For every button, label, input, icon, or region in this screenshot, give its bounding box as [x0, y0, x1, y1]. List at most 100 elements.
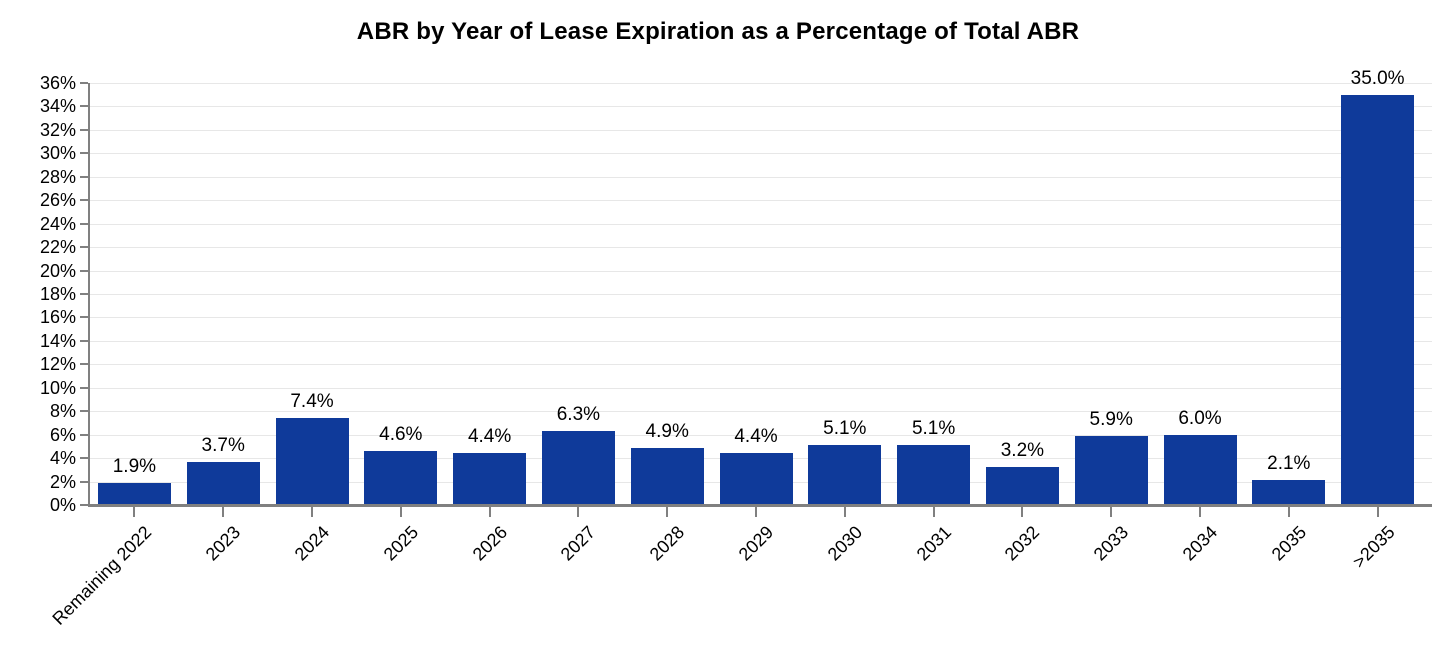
x-axis-label: 2027	[557, 522, 600, 565]
bar	[630, 447, 704, 505]
bar	[1341, 94, 1415, 505]
gridline	[89, 340, 1432, 342]
y-axis-tick-label: 32%	[39, 119, 76, 140]
x-axis-label: 2028	[645, 522, 689, 565]
x-axis-tick	[843, 507, 846, 517]
y-axis-tick-label: 6%	[49, 424, 76, 445]
bar-value-label: 4.4%	[734, 426, 778, 448]
y-axis-tick	[80, 175, 88, 178]
x-axis-label: 2035	[1267, 522, 1310, 565]
x-axis-tick	[577, 507, 580, 517]
y-axis-tick-label: 2%	[49, 471, 76, 492]
x-axis-tick	[488, 507, 491, 517]
x-axis-tick	[666, 507, 669, 517]
bar	[1163, 434, 1237, 505]
y-axis-tick	[80, 82, 88, 84]
gridline	[89, 129, 1432, 131]
bar-value-label: 4.6%	[379, 424, 423, 446]
gridline	[89, 294, 1432, 295]
bar	[1074, 435, 1148, 505]
x-axis-tick	[311, 507, 313, 517]
x-axis-label: 2032	[1001, 522, 1044, 565]
bar	[808, 445, 882, 505]
x-axis-label: 2033	[1089, 522, 1133, 565]
y-axis-tick-label: 18%	[39, 284, 76, 304]
bar-value-label: 3.2%	[1000, 440, 1045, 462]
y-axis-tick	[80, 480, 88, 483]
x-axis-tick	[755, 507, 757, 517]
y-axis-tick	[80, 269, 88, 272]
y-axis-tick	[80, 433, 88, 436]
bar-value-label: 35.0%	[1350, 67, 1405, 89]
y-axis-tick-label: 8%	[49, 401, 76, 422]
y-axis-tick	[80, 105, 88, 108]
x-axis-tick	[932, 507, 935, 517]
y-axis-tick	[80, 128, 88, 131]
gridline	[89, 247, 1432, 249]
y-axis-tick	[80, 199, 88, 202]
x-axis-label: 2023	[201, 522, 245, 565]
y-axis-tick	[80, 457, 88, 460]
x-axis-label: 2034	[1178, 522, 1222, 565]
x-axis-tick	[222, 507, 225, 517]
gridline	[89, 200, 1432, 202]
gridline	[89, 364, 1432, 366]
y-axis-tick-label: 28%	[39, 166, 76, 187]
y-axis-tick	[80, 363, 88, 366]
y-axis-tick-label: 10%	[39, 377, 76, 398]
y-axis-tick-label: 26%	[39, 190, 76, 211]
y-axis-tick	[80, 316, 88, 319]
gridline	[89, 223, 1432, 225]
bar-value-label: 5.9%	[1089, 408, 1133, 430]
bar-value-label: 6.3%	[556, 404, 601, 426]
bar-value-label: 4.4%	[467, 426, 512, 448]
x-axis-label: 2024	[290, 522, 334, 565]
x-axis-tick	[133, 507, 136, 517]
gridline	[89, 106, 1432, 108]
x-axis-tick	[1021, 507, 1024, 517]
x-axis-tick	[1199, 507, 1201, 517]
y-axis-tick-label: 20%	[39, 260, 76, 281]
y-axis-tick	[80, 293, 88, 295]
gridline	[89, 411, 1432, 413]
x-axis-label: 2030	[823, 522, 866, 565]
gridline	[89, 434, 1432, 436]
bar-value-label: 3.7%	[201, 434, 245, 456]
y-axis-tick-label: 24%	[39, 213, 76, 234]
bar	[541, 431, 615, 505]
gridline	[89, 176, 1432, 178]
bar	[275, 418, 349, 505]
x-axis-line	[88, 504, 1432, 507]
bar	[985, 467, 1059, 505]
y-axis-tick-label: 30%	[39, 143, 76, 164]
x-axis-tick	[399, 507, 402, 517]
y-axis-tick-label: 22%	[39, 237, 76, 258]
bar	[1252, 480, 1326, 505]
x-axis-tick	[1110, 507, 1113, 517]
gridline	[89, 153, 1432, 155]
gridline	[89, 387, 1432, 389]
y-axis-tick-label: 34%	[39, 96, 76, 117]
y-axis-tick	[80, 410, 88, 413]
gridline	[89, 317, 1432, 319]
x-axis-label: 2029	[734, 522, 778, 565]
y-axis-tick	[80, 339, 88, 342]
bar	[97, 482, 171, 505]
y-axis-tick-label: 4%	[49, 448, 76, 469]
bar-value-label: 7.4%	[290, 391, 334, 413]
y-axis-tick	[80, 222, 88, 225]
bar-value-label: 1.9%	[112, 455, 157, 477]
y-axis-tick-label: 16%	[39, 307, 76, 328]
x-axis-label: 2025	[379, 522, 422, 565]
y-axis-tick	[80, 386, 88, 389]
x-axis-label: Remaining 2022	[48, 522, 156, 629]
bar	[186, 461, 260, 505]
bar-value-label: 5.1%	[823, 418, 867, 440]
y-axis-tick-label: 0%	[49, 495, 76, 515]
x-axis-label: >2035	[1348, 522, 1399, 572]
bar	[364, 451, 438, 505]
y-axis-tick-label: 36%	[39, 73, 76, 93]
bar-value-label: 5.1%	[911, 418, 956, 440]
bar	[897, 445, 971, 505]
